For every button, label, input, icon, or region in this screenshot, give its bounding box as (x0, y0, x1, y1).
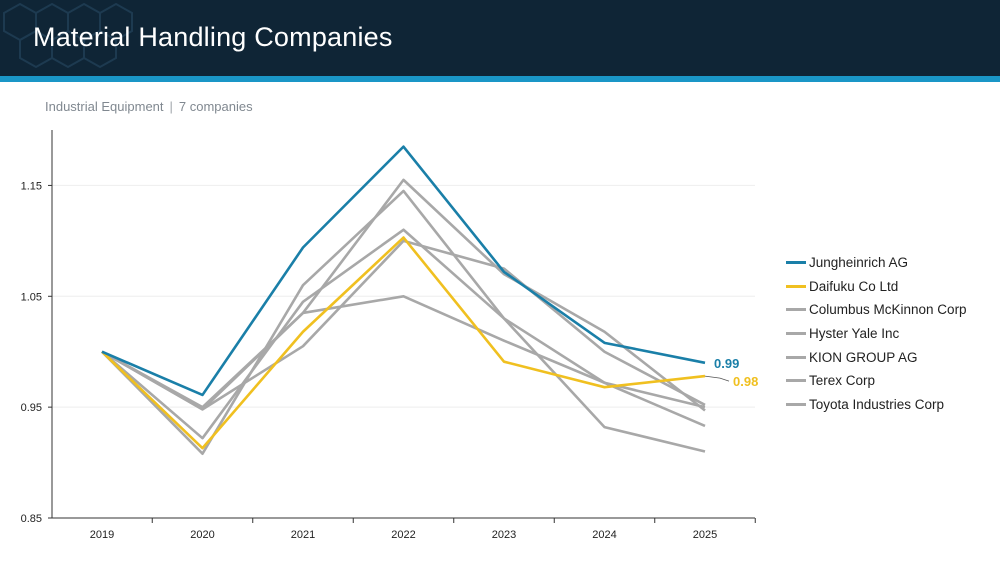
legend-label: KION GROUP AG (809, 349, 918, 365)
legend-item: Toyota Industries Corp (786, 393, 967, 417)
subtitle-separator: | (169, 99, 173, 114)
legend-item: KION GROUP AG (786, 345, 967, 369)
series-line-jungheinrich-ag (101, 145, 706, 397)
legend-item: Daifuku Co Ltd (786, 275, 967, 299)
series-line-hyster-yale-inc (101, 239, 706, 411)
legend-swatch (786, 332, 806, 336)
y-tick-label: 0.85 (21, 513, 42, 525)
legend-item: Terex Corp (786, 369, 967, 393)
legend-item: Columbus McKinnon Corp (786, 298, 967, 322)
header-bar: Material Handling Companies (0, 0, 1000, 76)
end-value-label: 0.99 (714, 356, 739, 371)
series-line-kion-group-ag (101, 189, 706, 456)
x-tick-label: 2025 (693, 529, 717, 541)
x-tick-label: 2020 (190, 529, 214, 541)
company-count: 7 companies (178, 99, 253, 114)
end-label-leader (704, 375, 730, 382)
y-tick-label: 0.95 (21, 402, 42, 414)
legend-label: Toyota Industries Corp (809, 396, 945, 412)
series-line-daifuku-co-ltd (101, 236, 706, 450)
legend-swatch (786, 355, 806, 359)
x-tick-label: 2023 (492, 529, 516, 541)
sector-label: Industrial Equipment (45, 99, 164, 114)
x-tick-label: 2024 (592, 529, 616, 541)
page-title: Material Handling Companies (33, 22, 393, 52)
legend-swatch (786, 308, 806, 312)
x-tick-label: 2019 (90, 529, 114, 541)
y-tick-label: 1.05 (21, 291, 42, 303)
hexagon-pattern-icon (3, 2, 133, 69)
legend-label: Daifuku Co Ltd (809, 278, 899, 294)
legend-swatch (786, 261, 806, 265)
end-value-label: 0.98 (733, 374, 758, 389)
legend-label: Hyster Yale Inc (809, 326, 900, 342)
legend-swatch (786, 402, 806, 406)
legend-label: Jungheinrich AG (809, 255, 909, 271)
legend-item: Hyster Yale Inc (786, 322, 967, 346)
legend-swatch (786, 284, 806, 288)
legend-item: Jungheinrich AG (786, 251, 967, 275)
chart-legend: Jungheinrich AG Daifuku Co Ltd Columbus Mc… (786, 251, 967, 416)
legend-label: Terex Corp (809, 373, 876, 389)
x-tick-label: 2022 (391, 529, 415, 541)
series-line-toyota-industries-corp (101, 228, 706, 440)
y-tick-label: 1.15 (21, 180, 42, 192)
legend-label: Columbus McKinnon Corp (809, 302, 967, 318)
header-accent-stripe (0, 76, 1000, 82)
line-chart: 0.85 0.95 1.05 1.15 2019 2020 2021 2022 2023 2024… (21, 130, 758, 541)
legend-swatch (786, 379, 806, 383)
x-tick-label: 2021 (291, 529, 315, 541)
subtitle: Industrial Equipment | 7 companies (45, 99, 253, 114)
